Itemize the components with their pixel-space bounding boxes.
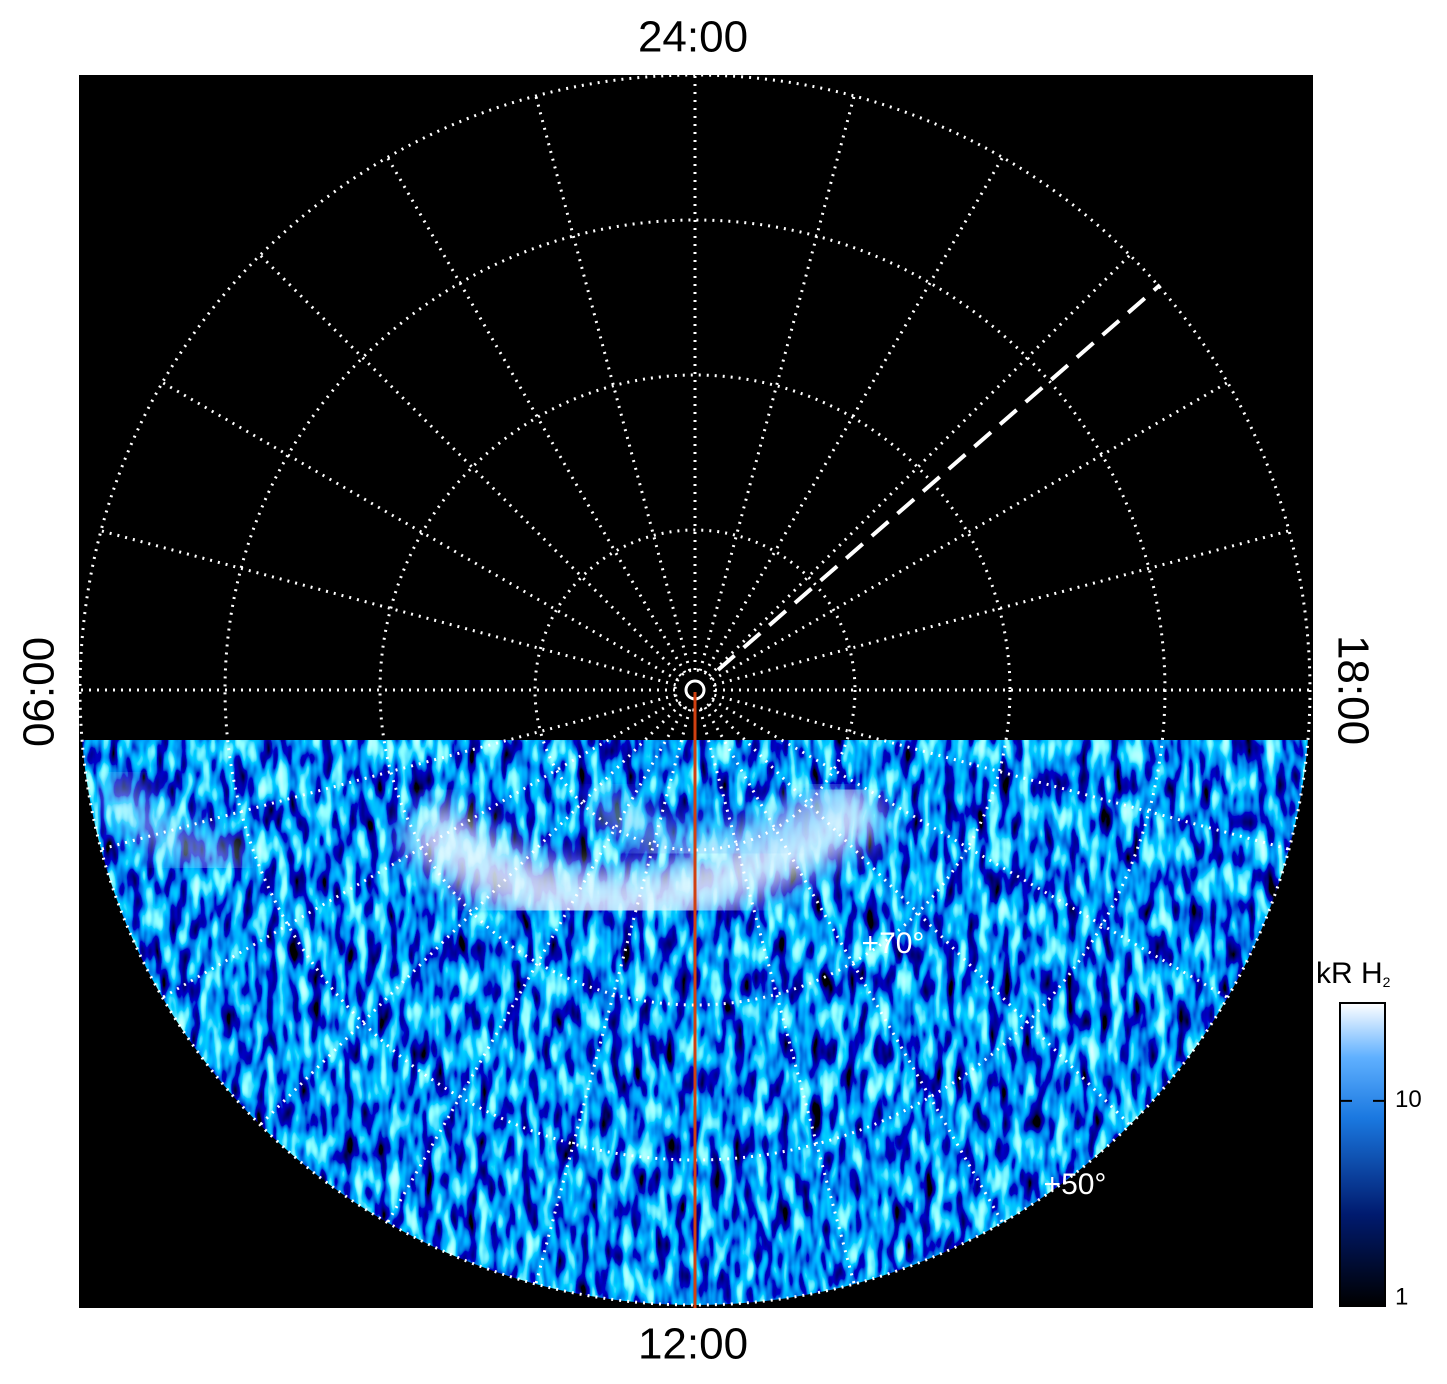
colorbar-tick-label: 10: [1395, 1086, 1422, 1113]
meridian: [698, 95, 856, 672]
colorbar-label-main: kR H: [1316, 957, 1383, 990]
meridian: [259, 254, 682, 677]
meridian: [708, 703, 1131, 1126]
meridian: [161, 698, 679, 999]
time-label: 24:00: [638, 13, 748, 62]
latitude-label: +50°: [1044, 1168, 1107, 1201]
meridian: [161, 381, 679, 682]
meridian: [711, 381, 1229, 682]
latitude-ring: [533, 528, 857, 852]
colorbar-tick-label: 1: [1395, 1283, 1408, 1310]
time-label: 12:00: [638, 1320, 748, 1369]
meridian: [386, 706, 687, 1224]
colorbar: [1339, 1002, 1386, 1307]
auroral-arc: [96, 772, 242, 875]
meridian: [703, 706, 1004, 1224]
meridian: [713, 529, 1290, 687]
meridian: [386, 156, 687, 674]
colorbar-label-subscript: 2: [1383, 974, 1391, 990]
meridian: [259, 703, 682, 1126]
auroral-oval: [399, 775, 888, 931]
meridian: [708, 254, 1131, 677]
meridian: [534, 95, 692, 672]
latitude-ring: [78, 73, 1312, 1307]
latitude-label: +70°: [862, 927, 925, 960]
meridian: [698, 708, 856, 1285]
meridian: [711, 698, 1229, 999]
colorbar-label: kR H2: [1316, 957, 1391, 990]
dashed-meridian: [716, 283, 1162, 672]
meridian: [534, 708, 692, 1285]
time-label: 06:00: [15, 637, 64, 747]
meridian: [100, 693, 677, 851]
time-label: 18:00: [1328, 635, 1377, 745]
latitude-ring: [378, 373, 1012, 1007]
meridian: [713, 693, 1290, 851]
colorbar-ticks: 1 10: [1340, 1086, 1422, 1310]
meridian: [100, 529, 677, 687]
meridian: [703, 156, 1004, 674]
auroral-arc: [589, 778, 850, 863]
